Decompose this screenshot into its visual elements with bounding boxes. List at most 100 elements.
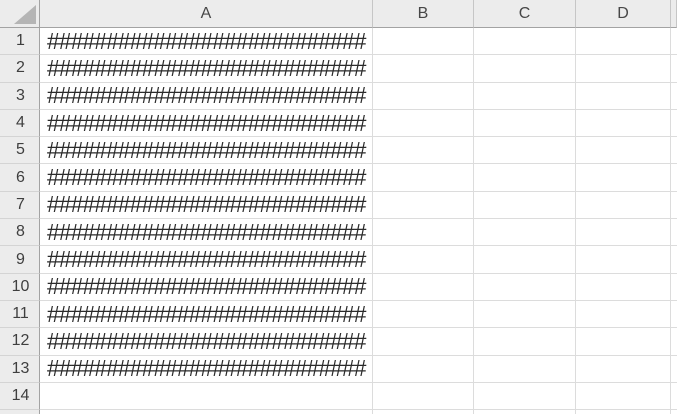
cell-d1[interactable] (576, 28, 671, 56)
cell-b5[interactable] (373, 137, 474, 165)
cell-c7[interactable] (474, 191, 576, 220)
cell-a12[interactable]: ########################### (40, 328, 373, 356)
cell-b2[interactable] (373, 55, 474, 83)
cell-a10[interactable]: ########################### (40, 273, 373, 301)
cell-c6[interactable] (474, 164, 576, 192)
row-header-6[interactable]: 6 (0, 164, 40, 192)
row-header-12[interactable]: 12 (0, 328, 40, 356)
cell-e7[interactable] (671, 191, 677, 220)
cell-a9[interactable]: ########################### (40, 246, 373, 274)
row-header-1[interactable]: 1 (0, 28, 40, 56)
cell-e3[interactable] (671, 82, 677, 110)
cell-e5[interactable] (671, 137, 677, 165)
cell-a11[interactable]: ########################### (40, 300, 373, 329)
cell-a13[interactable]: ########################### (40, 355, 373, 383)
cell-b7[interactable] (373, 191, 474, 220)
cell-d11[interactable] (576, 300, 671, 329)
row-header-8[interactable]: 8 (0, 219, 40, 247)
cell-c4[interactable] (474, 109, 576, 138)
column-header-b[interactable]: B (373, 0, 474, 28)
cell-a2[interactable]: ########################### (40, 55, 373, 83)
cell-e13[interactable] (671, 355, 677, 383)
cell-b1[interactable] (373, 28, 474, 56)
column-header-c[interactable]: C (474, 0, 576, 28)
cell-c12[interactable] (474, 328, 576, 356)
cell-e8[interactable] (671, 219, 677, 247)
cell-a4[interactable]: ########################### (40, 109, 373, 138)
cell-c11[interactable] (474, 300, 576, 329)
cell-b9[interactable] (373, 246, 474, 274)
cell-c13[interactable] (474, 355, 576, 383)
cell-e10[interactable] (671, 273, 677, 301)
row-header-10[interactable]: 10 (0, 273, 40, 301)
cell-c5[interactable] (474, 137, 576, 165)
row-header-14[interactable]: 14 (0, 382, 40, 411)
cell-c15-clipped[interactable] (474, 410, 576, 414)
cell-e4[interactable] (671, 109, 677, 138)
cell-b4[interactable] (373, 109, 474, 138)
sheet-row: 11 ########################### (0, 300, 677, 329)
cell-e9[interactable] (671, 246, 677, 274)
cell-c10[interactable] (474, 273, 576, 301)
row-header-4[interactable]: 4 (0, 109, 40, 138)
cell-b8[interactable] (373, 219, 474, 247)
sheet-row: 10 ########################### (0, 273, 677, 301)
cell-b6[interactable] (373, 164, 474, 192)
row-header-5[interactable]: 5 (0, 137, 40, 165)
cell-b11[interactable] (373, 300, 474, 329)
cell-e2[interactable] (671, 55, 677, 83)
cell-a7[interactable]: ########################### (40, 191, 373, 220)
cell-d6[interactable] (576, 164, 671, 192)
row-header-9[interactable]: 9 (0, 246, 40, 274)
cell-e14[interactable] (671, 382, 677, 411)
cell-d15-clipped[interactable] (576, 410, 671, 414)
cell-e15-clipped[interactable] (671, 410, 677, 414)
cell-d7[interactable] (576, 191, 671, 220)
cell-a5[interactable]: ########################### (40, 137, 373, 165)
cell-a15-clipped[interactable] (40, 410, 373, 414)
cell-c8[interactable] (474, 219, 576, 247)
cell-b3[interactable] (373, 82, 474, 110)
cell-d10[interactable] (576, 273, 671, 301)
cell-d2[interactable] (576, 55, 671, 83)
cell-b15-clipped[interactable] (373, 410, 474, 414)
cell-d14[interactable] (576, 382, 671, 411)
cell-e11[interactable] (671, 300, 677, 329)
select-all-button[interactable] (0, 0, 40, 28)
cell-d9[interactable] (576, 246, 671, 274)
row-header-3[interactable]: 3 (0, 82, 40, 110)
column-header-d[interactable]: D (576, 0, 671, 28)
cell-d3[interactable] (576, 82, 671, 110)
cell-d8[interactable] (576, 219, 671, 247)
cell-e1[interactable] (671, 28, 677, 56)
cell-c1[interactable] (474, 28, 576, 56)
cell-a3[interactable]: ########################### (40, 82, 373, 110)
cell-a14[interactable] (40, 382, 373, 411)
cell-b13[interactable] (373, 355, 474, 383)
cell-a8[interactable]: ########################### (40, 219, 373, 247)
sheet-row: 2 ########################### (0, 55, 677, 83)
cell-d12[interactable] (576, 328, 671, 356)
cell-a6[interactable]: ########################### (40, 164, 373, 192)
cell-c2[interactable] (474, 55, 576, 83)
cell-a1[interactable]: ########################### (40, 28, 373, 56)
row-header-15-clipped[interactable] (0, 410, 40, 414)
cell-e12[interactable] (671, 328, 677, 356)
cell-b14[interactable] (373, 382, 474, 411)
cell-c9[interactable] (474, 246, 576, 274)
row-header-13[interactable]: 13 (0, 355, 40, 383)
column-header-e-clipped[interactable] (671, 0, 677, 28)
sheet-row: 4 ########################### (0, 109, 677, 138)
cell-e6[interactable] (671, 164, 677, 192)
cell-c3[interactable] (474, 82, 576, 110)
row-header-7[interactable]: 7 (0, 191, 40, 220)
column-header-a[interactable]: A (40, 0, 373, 28)
cell-d5[interactable] (576, 137, 671, 165)
cell-b10[interactable] (373, 273, 474, 301)
row-header-2[interactable]: 2 (0, 55, 40, 83)
cell-d4[interactable] (576, 109, 671, 138)
cell-c14[interactable] (474, 382, 576, 411)
cell-d13[interactable] (576, 355, 671, 383)
row-header-11[interactable]: 11 (0, 300, 40, 329)
cell-b12[interactable] (373, 328, 474, 356)
